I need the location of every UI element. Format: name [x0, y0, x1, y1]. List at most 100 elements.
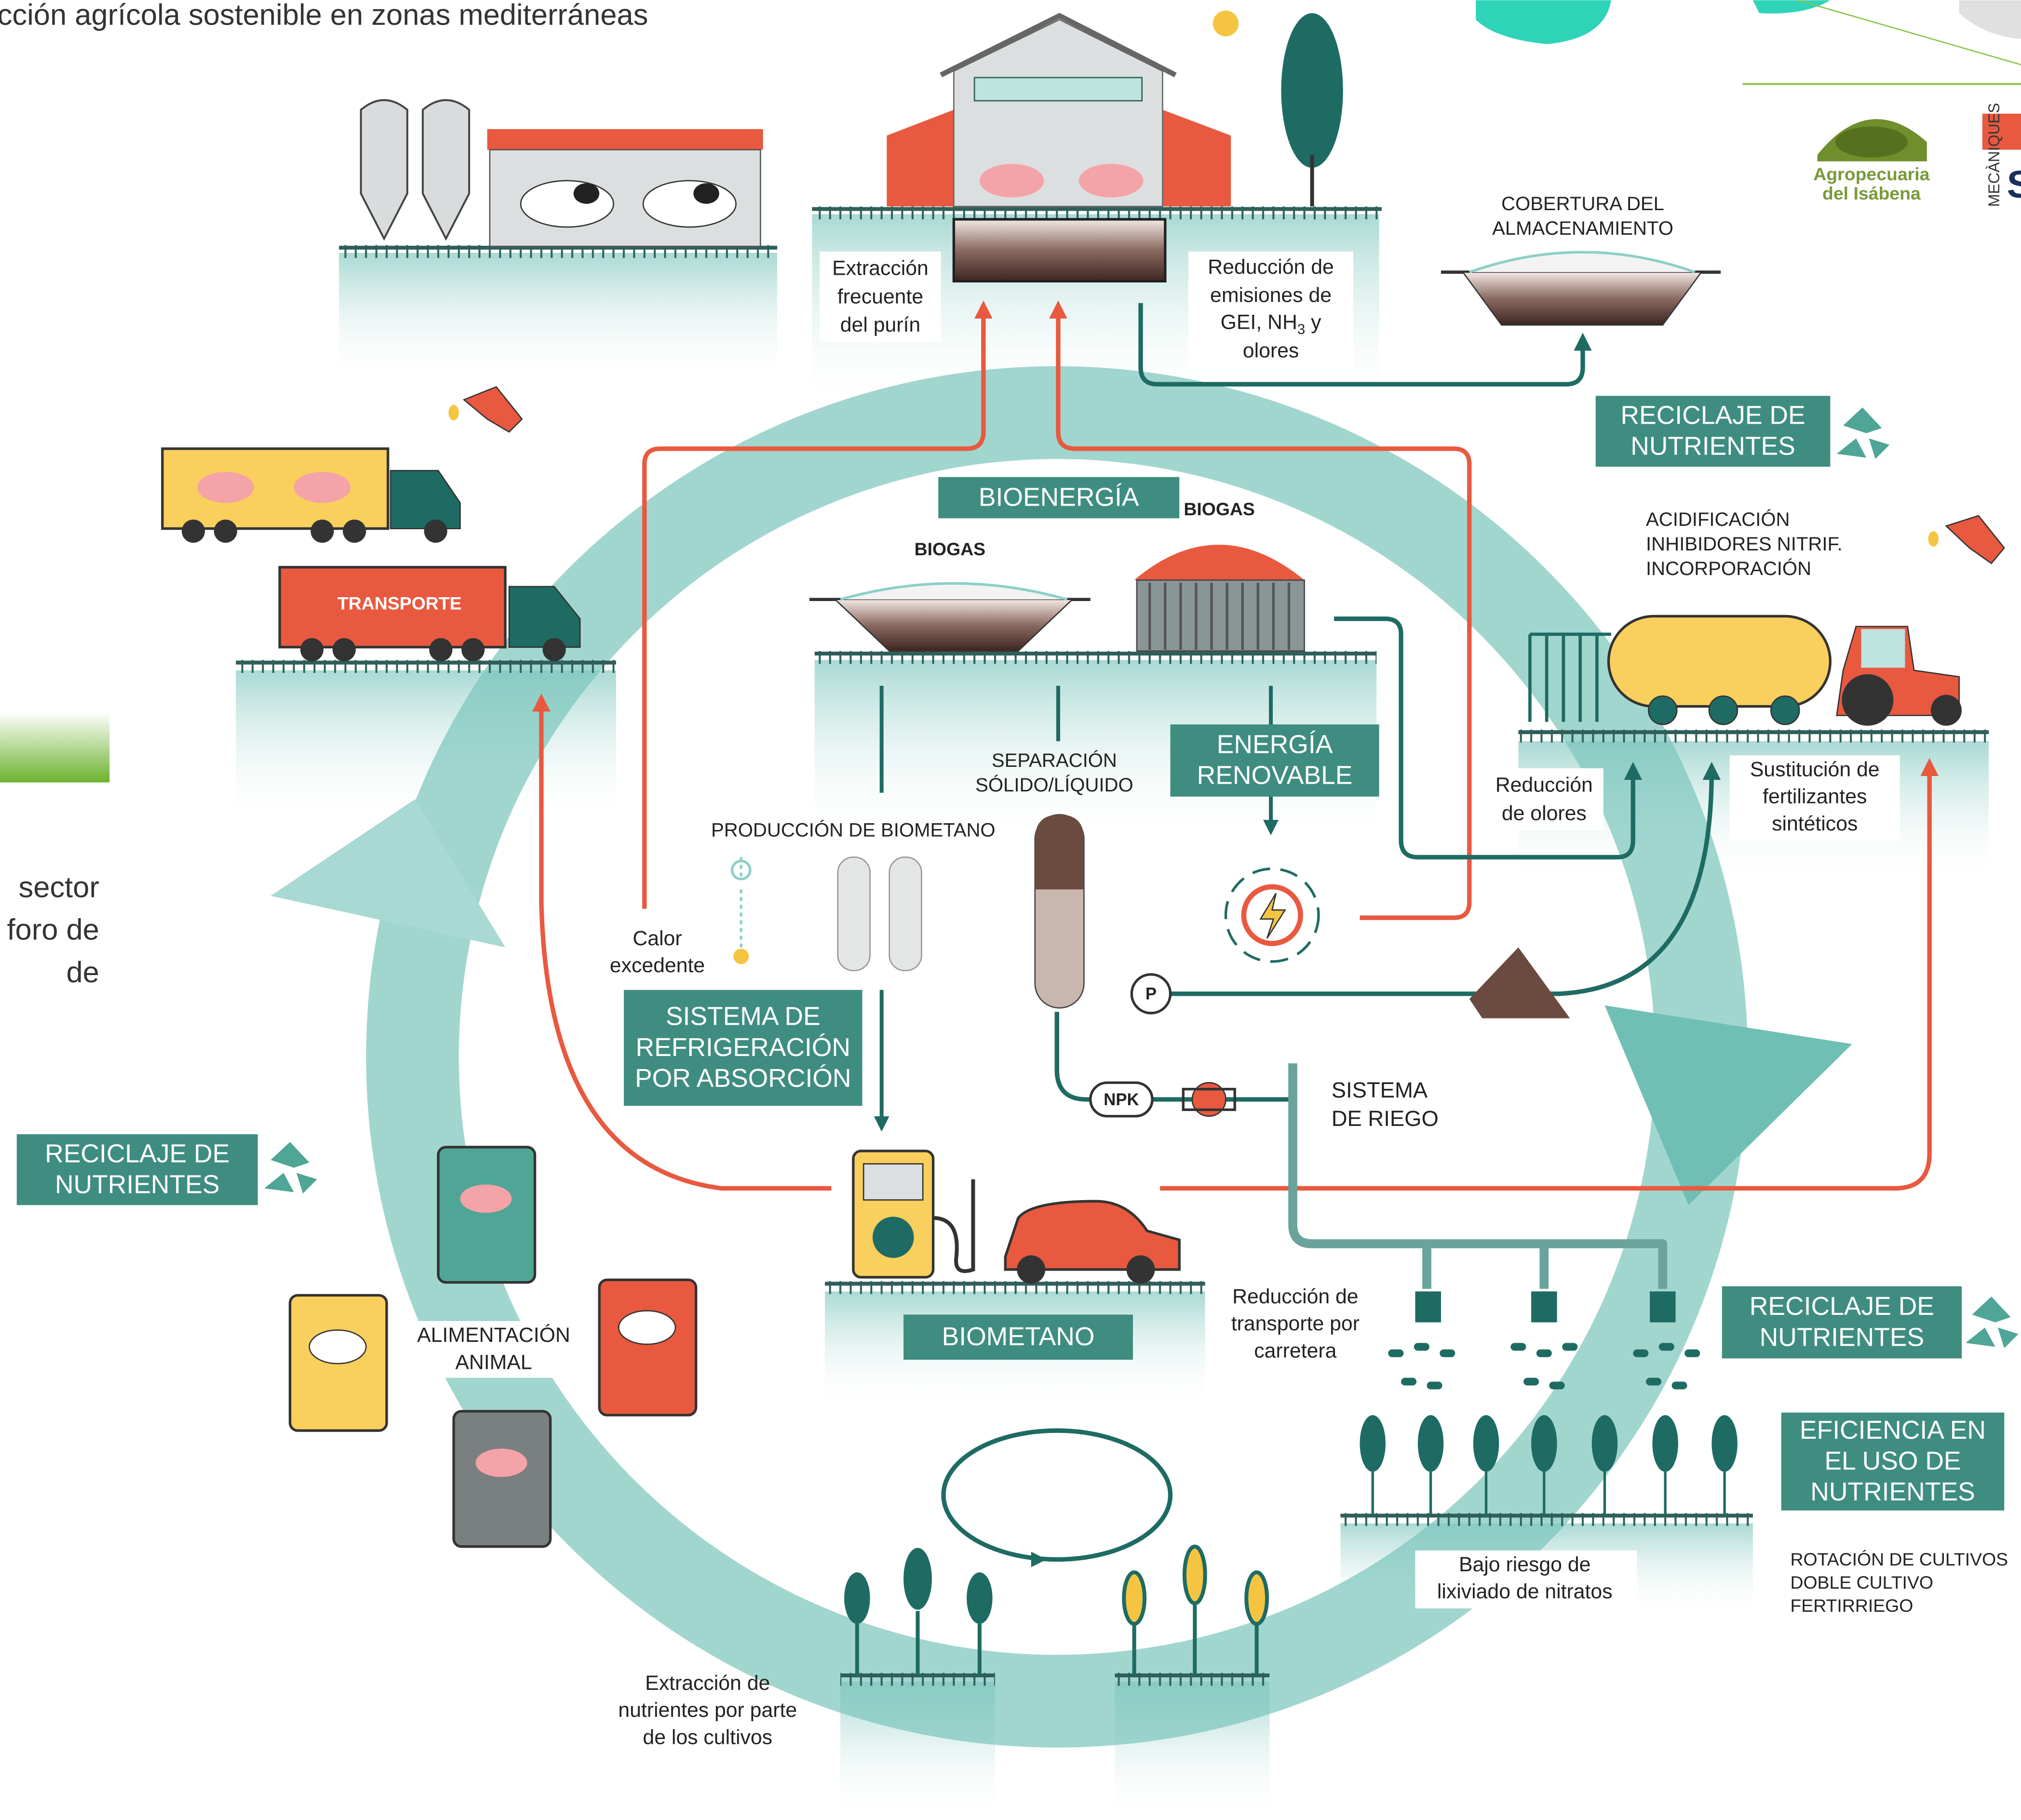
recycle-icons — [1837, 439, 1866, 458]
pig-barn — [954, 219, 1165, 281]
biomethane-units — [838, 857, 870, 970]
recycle-icons — [296, 1173, 317, 1193]
trucks — [461, 638, 485, 661]
irrigated-crops — [1473, 1415, 1499, 1472]
cow-barn — [339, 100, 777, 258]
label-text: ANIMAL — [455, 1351, 532, 1374]
biogas-plant — [1134, 545, 1305, 580]
label-text: nutrientes por parte — [618, 1699, 797, 1722]
cow-barn — [361, 100, 407, 239]
label-text: TRANSPORTE — [337, 593, 462, 613]
recycle-icons — [1966, 1327, 1995, 1347]
tractor — [1771, 696, 1799, 724]
biomethane-units — [1469, 948, 1570, 1018]
trucks — [424, 520, 447, 543]
trucks — [343, 520, 366, 543]
title-box: SISTEMA DEREFRIGERACIÓNPOR ABSORCIÓN — [624, 990, 862, 1106]
decorations — [1835, 127, 1908, 158]
irrigated-crops — [1711, 1415, 1737, 1472]
title-box-text: EL USO DE — [1824, 1447, 1961, 1475]
title-box-text: NUTRIENTES — [1810, 1478, 1975, 1506]
rotation-crops — [844, 1572, 870, 1624]
title-box: RECICLAJE DENUTRIENTES — [1596, 396, 1831, 467]
diagram: GEI, NH3 y MECÀNIQUES S cción agrícola s… — [0, 0, 2021, 1820]
feed-bags — [476, 1449, 527, 1477]
label-text: sintéticos — [1772, 812, 1858, 835]
irrigated-crops — [1360, 1415, 1386, 1472]
label-text: BIOGAS — [915, 539, 986, 559]
label-text: SEPARACIÓN — [992, 749, 1117, 771]
label-text: Reducción — [1496, 774, 1593, 797]
pig-barn — [887, 110, 954, 207]
title-box-text: RECICLAJE DE — [1750, 1292, 1934, 1321]
tractor — [1648, 696, 1677, 724]
irrigated-crops — [1418, 1415, 1443, 1472]
background-panels — [339, 253, 777, 382]
cow-barn — [574, 183, 599, 204]
title-box-text: REFRIGERACIÓN — [636, 1033, 850, 1062]
decorations — [0, 711, 109, 782]
label-text: de olores — [1502, 802, 1587, 825]
biomethane-units — [1192, 1083, 1226, 1116]
label-text: Extracción — [832, 257, 929, 280]
label-text: Sustitución de — [1750, 758, 1880, 781]
label-text: sector — [18, 870, 99, 904]
nutrient-cycle-ring — [1031, 1552, 1047, 1567]
biomethane-units — [733, 949, 749, 964]
label-text: P — [1145, 985, 1157, 1004]
label-text: de — [66, 956, 99, 989]
storage-cover — [1469, 252, 1695, 272]
flow-lines — [1057, 1012, 1289, 1099]
trucks — [333, 638, 356, 661]
label-text: DOBLE CULTIVO — [1790, 1572, 1933, 1592]
pig-barn — [974, 78, 1142, 101]
fuel-icons — [1928, 531, 1939, 547]
label-text: Reducción de — [1232, 1285, 1359, 1308]
title-box-text: POR ABSORCIÓN — [635, 1064, 851, 1093]
label-text: Calor — [633, 927, 682, 950]
title-box: BIOMETANO — [903, 1314, 1133, 1360]
trucks — [197, 472, 254, 503]
label-text: Reducción de — [1208, 255, 1334, 279]
label-text: frecuente — [837, 285, 923, 308]
recycle-icons — [1869, 439, 1890, 459]
decorations — [1213, 11, 1239, 36]
trucks — [162, 449, 616, 673]
label-text: DE RIEGO — [1332, 1106, 1439, 1131]
trucks — [214, 520, 237, 543]
irrigated-crops — [1652, 1415, 1678, 1472]
rotation-crops — [1124, 1572, 1145, 1624]
label-text: lixiviado de nitratos — [1437, 1580, 1613, 1603]
fuel-station — [1127, 1255, 1155, 1284]
logo-mark: S — [2007, 162, 2021, 205]
label-text: Extracción de — [645, 1672, 770, 1695]
label-text: NPK — [1104, 1091, 1139, 1109]
title-box-text: NUTRIENTES — [55, 1171, 220, 1199]
tractor — [1608, 616, 1830, 706]
feed-bags — [454, 1411, 551, 1547]
title-box: BIOENERGÍA — [938, 477, 1179, 519]
label-text: SÓLIDO/LÍQUIDO — [975, 774, 1133, 796]
label-text: ALIMENTACIÓN — [417, 1324, 570, 1347]
rotation-crops — [903, 1548, 932, 1609]
recycle-icons — [1998, 1327, 2019, 1348]
formula-end: y — [1305, 311, 1321, 334]
rotation-crops — [1185, 1547, 1205, 1604]
trucks — [300, 638, 323, 661]
pig-barn — [1281, 13, 1343, 168]
biogas-plant — [1137, 580, 1305, 651]
nutrient-cycle-ring — [943, 1431, 1171, 1559]
label-text: del purín — [840, 313, 920, 336]
recycle-icons — [1972, 1297, 2010, 1322]
tractor — [1842, 674, 1893, 726]
biogas-plant — [840, 583, 1067, 599]
logo-text: MECÀNIQUES — [1985, 103, 2003, 207]
trucks — [310, 520, 334, 543]
fuel-icons — [1946, 516, 2004, 563]
fuel-station — [933, 1179, 973, 1271]
recycle-icons — [264, 1173, 294, 1192]
title-box-text: BIOENERGÍA — [979, 483, 1139, 511]
label-text: emisiones de — [1210, 284, 1332, 307]
title-box-text: NUTRIENTES — [1630, 432, 1795, 461]
irrigated-crops — [1531, 1415, 1557, 1472]
